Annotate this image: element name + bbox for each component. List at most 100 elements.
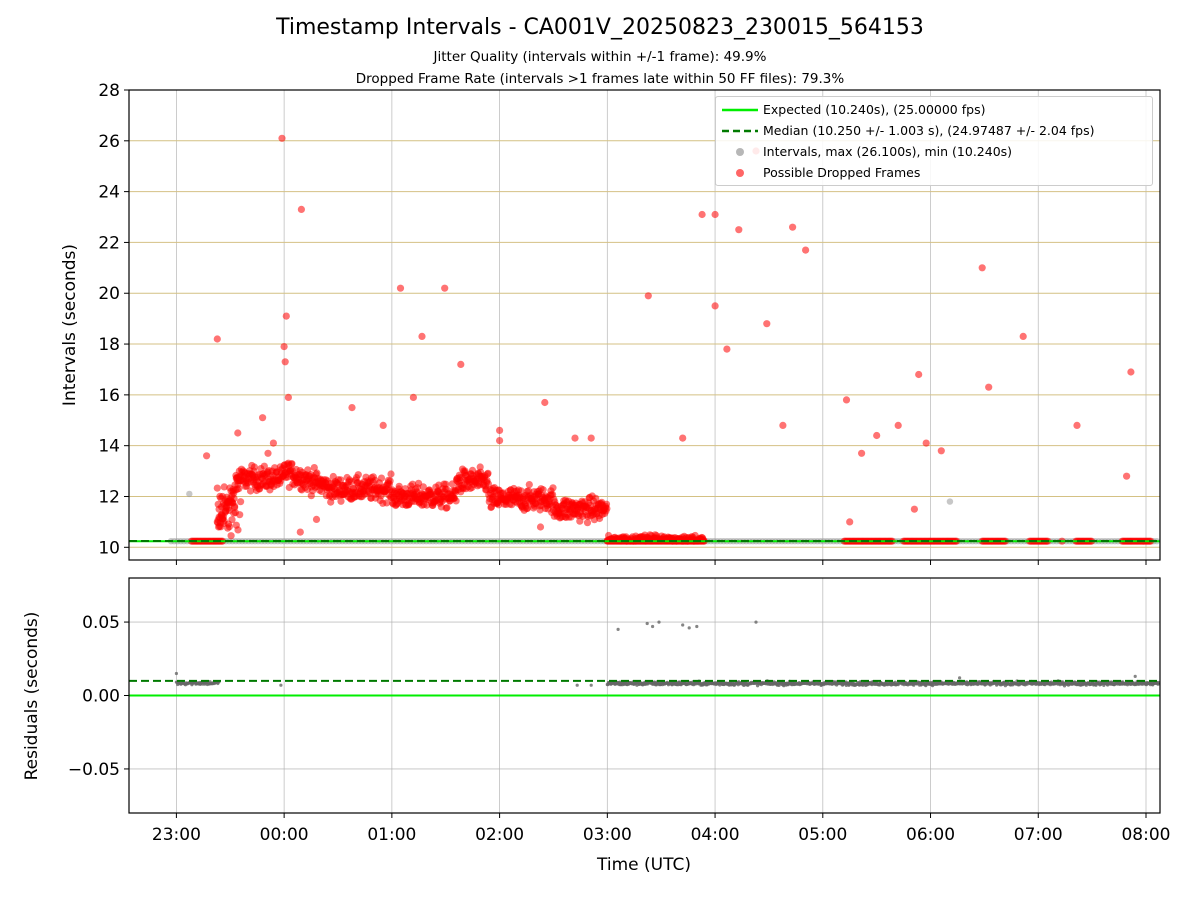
dropped-frame-point (789, 223, 797, 231)
top-data (129, 134, 1160, 545)
chart-title: Timestamp Intervals - CA001V_20250823_23… (276, 15, 924, 40)
dropped-frame-point (337, 497, 345, 505)
dropped-frame-point (337, 476, 345, 484)
dropped-frame-point (260, 462, 268, 470)
dropped-frame-point (379, 421, 387, 429)
dropped-frame-point (234, 429, 242, 437)
dropped-frame-point (441, 284, 449, 292)
residual-point (657, 620, 661, 624)
legend-item-median: Median (10.250 +/- 1.003 s), (24.97487 +… (716, 121, 1152, 141)
dropped-frame-point (525, 481, 533, 489)
top-y-tick-label: 16 (98, 386, 120, 406)
top-y-ticks: 10 12 14 16 18 20 22 24 26 28 (98, 81, 129, 558)
dropped-frame-point (679, 434, 687, 442)
dropped-frame-point (246, 487, 255, 495)
top-x-ticks (175, 560, 1147, 565)
dropped-frame-point (910, 505, 919, 513)
x-tick-label: 07:00 (1014, 825, 1063, 845)
dropped-frame-point (1073, 421, 1081, 429)
residual-point (589, 683, 593, 687)
dropped-frame-point (476, 463, 484, 471)
dropped-frame-point (386, 477, 394, 485)
dropped-frame-point (259, 414, 267, 422)
dropped-frame-point (213, 484, 221, 492)
dropped-frame-point (711, 302, 719, 310)
dropped-frame-point (517, 487, 525, 495)
residual-point (681, 623, 685, 627)
dropped-frame-point (377, 474, 386, 482)
legend-gray-dot-icon (736, 148, 744, 156)
dropped-frame-point (842, 396, 851, 404)
dropped-frame-point (313, 469, 321, 477)
legend-item-dropped: Possible Dropped Frames (716, 163, 1152, 183)
bottom-data (129, 620, 1161, 697)
dropped-frame-point (496, 437, 504, 445)
top-y-tick-label: 18 (98, 335, 120, 355)
top-y-tick-label: 10 (98, 538, 120, 558)
top-y-tick-label: 22 (98, 233, 120, 253)
dropped-frame-point (723, 345, 731, 353)
dropped-frame-point (278, 134, 286, 142)
residual-point (174, 671, 178, 676)
dropped-frame-point (541, 398, 549, 407)
dropped-frame-point (280, 343, 288, 351)
dropped-frame-point (978, 264, 986, 272)
dropped-frame-point (536, 523, 545, 531)
bottom-y-tick-label: −0.05 (68, 760, 120, 780)
dropped-frame-point (395, 482, 403, 490)
x-tick-label: 03:00 (583, 825, 632, 845)
dropped-frame-point (524, 504, 532, 512)
dropped-frame-point (922, 439, 930, 447)
legend-label-expected: Expected (10.240s), (25.00000 fps) (763, 102, 986, 117)
top-y-tick-label: 14 (98, 437, 120, 457)
dropped-frame-point (269, 439, 277, 447)
dropped-frame-point (250, 467, 258, 475)
interval-point (186, 490, 193, 498)
dropped-frame-points (187, 134, 1155, 545)
top-y-tick-label: 24 (98, 183, 120, 203)
residual-point (1156, 680, 1161, 685)
dropped-frame-point (296, 528, 304, 536)
dropped-frame-point (457, 360, 465, 368)
dropped-frame-point (711, 210, 719, 219)
dropped-frame-point (312, 515, 321, 524)
dropped-frame-point (587, 434, 595, 442)
dropped-frame-point (234, 526, 242, 534)
dropped-frame-point (894, 421, 902, 429)
residual-point (958, 676, 962, 680)
dropped-frame-point (1123, 472, 1131, 480)
dropped-frame-point (846, 518, 854, 526)
bottom-panel: 0.05 0.00 −0.05 23:00 00:00 01:00 02:00 03:00 0… (22, 577, 1170, 845)
dropped-frame-point (443, 504, 451, 512)
residual-point (687, 626, 691, 630)
dropped-frame-point (418, 332, 426, 340)
dropped-frame-point (203, 452, 211, 460)
dropped-frame-point (237, 498, 245, 506)
bottom-y-tick-label: 0.05 (82, 613, 120, 633)
bottom-y-axis-label: Residuals (seconds) (22, 612, 42, 781)
dropped-frame-point (396, 284, 405, 292)
dropped-frame-point (419, 483, 427, 491)
residual-point (754, 620, 758, 624)
bottom-y-ticks: 0.05 0.00 −0.05 (68, 613, 129, 780)
residual-point (651, 624, 655, 629)
top-panel: 10 12 14 16 18 20 22 24 26 28 Intervals (seconds) (60, 81, 1161, 565)
dropped-frame-point (222, 507, 230, 515)
dropped-frame-point (468, 466, 477, 474)
top-y-tick-label: 26 (98, 132, 120, 152)
top-plot-frame (128, 89, 1161, 561)
dropped-frame-point (227, 532, 235, 540)
dropped-frame-point (539, 486, 547, 494)
residual-point (695, 624, 699, 629)
x-tick-label: 06:00 (906, 825, 955, 845)
dropped-frame-point (220, 483, 228, 491)
dropped-frame-point (213, 335, 221, 343)
x-tick-label: 01:00 (367, 825, 416, 845)
dropped-frame-point (779, 421, 787, 429)
dropped-frame-point (496, 426, 504, 434)
dropped-frame-point (281, 358, 289, 366)
x-tick-label: 02:00 (475, 825, 524, 845)
x-tick-label: 23:00 (152, 825, 201, 845)
legend-label-dropped: Possible Dropped Frames (763, 165, 921, 180)
